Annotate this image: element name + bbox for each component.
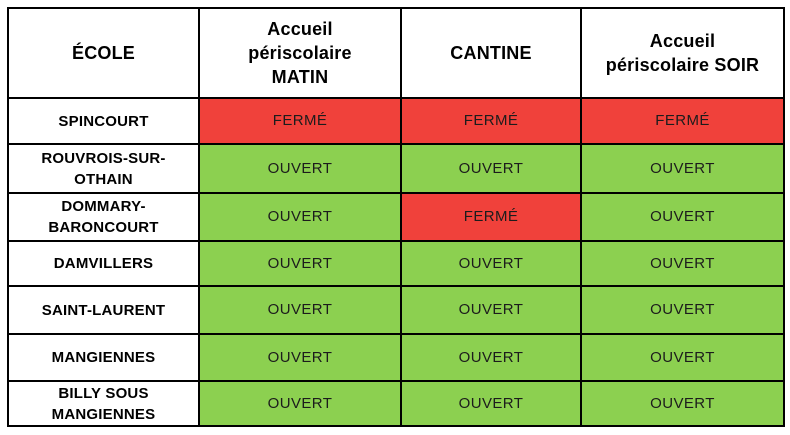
table-row-saint-laurent: SAINT-LAURENT OUVERT OUVERT OUVERT <box>7 285 785 335</box>
header-row: ÉCOLE Accueil périscolaire MATIN CANTINE… <box>7 7 785 99</box>
status-cell-soir: OUVERT <box>580 143 785 194</box>
status-cell-soir: OUVERT <box>580 333 785 382</box>
column-header-label: ÉCOLE <box>71 42 135 63</box>
status-cell-soir: OUVERT <box>580 285 785 335</box>
status-cell-soir: FERMÉ <box>580 97 785 145</box>
column-header-ecole: ÉCOLE <box>7 7 200 99</box>
table-row-billy-sous-mangiennes: BILLY SOUS MANGIENNES OUVERT OUVERT OUVE… <box>7 380 785 427</box>
school-name-cell: SAINT-LAURENT <box>7 285 200 335</box>
school-name-cell: BILLY SOUS MANGIENNES <box>7 380 200 427</box>
table-row-rouvrois: ROUVROIS-SUR-OTHAIN OUVERT OUVERT OUVERT <box>7 143 785 194</box>
column-header-label: Accueil périscolaire SOIR <box>605 30 760 75</box>
status-cell-cantine: OUVERT <box>400 240 582 287</box>
column-header-cantine: CANTINE <box>400 7 582 99</box>
status-cell-matin: OUVERT <box>198 143 402 194</box>
table-body: SPINCOURT FERMÉ FERMÉ FERMÉ ROUVROIS-SUR… <box>7 97 785 427</box>
status-cell-matin: OUVERT <box>198 240 402 287</box>
column-header-label: Accueil périscolaire MATIN <box>248 18 352 88</box>
school-name-cell: DOMMARY-BARONCOURT <box>7 192 200 242</box>
table-row-mangiennes: MANGIENNES OUVERT OUVERT OUVERT <box>7 333 785 382</box>
status-cell-soir: OUVERT <box>580 192 785 242</box>
table-header: ÉCOLE Accueil périscolaire MATIN CANTINE… <box>7 7 785 99</box>
status-cell-matin: FERMÉ <box>198 97 402 145</box>
column-header-label: CANTINE <box>450 42 532 63</box>
table-row-dommary: DOMMARY-BARONCOURT OUVERT FERMÉ OUVERT <box>7 192 785 242</box>
status-cell-matin: OUVERT <box>198 192 402 242</box>
school-name-cell: SPINCOURT <box>7 97 200 145</box>
column-header-accueil-soir: Accueil périscolaire SOIR <box>580 7 785 99</box>
column-header-accueil-matin: Accueil périscolaire MATIN <box>198 7 402 99</box>
status-cell-cantine: OUVERT <box>400 285 582 335</box>
status-cell-soir: OUVERT <box>580 240 785 287</box>
table-row-spincourt: SPINCOURT FERMÉ FERMÉ FERMÉ <box>7 97 785 145</box>
status-cell-cantine: OUVERT <box>400 380 582 427</box>
status-cell-cantine: FERMÉ <box>400 192 582 242</box>
table-row-damvillers: DAMVILLERS OUVERT OUVERT OUVERT <box>7 240 785 287</box>
status-cell-soir: OUVERT <box>580 380 785 427</box>
status-cell-matin: OUVERT <box>198 285 402 335</box>
status-cell-cantine: OUVERT <box>400 143 582 194</box>
school-name-cell: MANGIENNES <box>7 333 200 382</box>
status-cell-matin: OUVERT <box>198 380 402 427</box>
school-services-status-table: ÉCOLE Accueil périscolaire MATIN CANTINE… <box>7 7 785 427</box>
school-name-cell: DAMVILLERS <box>7 240 200 287</box>
status-cell-matin: OUVERT <box>198 333 402 382</box>
status-cell-cantine: OUVERT <box>400 333 582 382</box>
status-cell-cantine: FERMÉ <box>400 97 582 145</box>
school-name-cell: ROUVROIS-SUR-OTHAIN <box>7 143 200 194</box>
